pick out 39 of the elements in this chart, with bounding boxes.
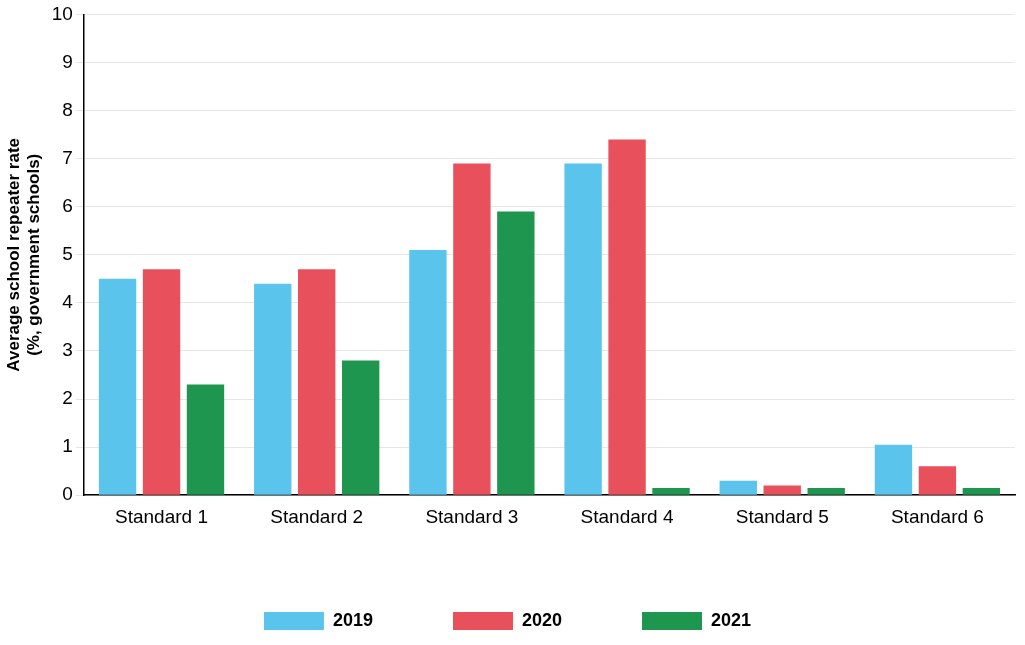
y-tick-label: 3 <box>62 339 73 361</box>
x-tick-label: Standard 5 <box>735 505 829 527</box>
bar <box>874 444 913 495</box>
y-tick-label: 7 <box>62 146 73 168</box>
x-tick-label: Standard 2 <box>270 505 364 527</box>
bar <box>186 384 225 495</box>
bar <box>254 283 292 495</box>
bar <box>98 278 137 495</box>
bar <box>497 211 535 495</box>
bar <box>409 249 447 495</box>
legend-label: 2020 <box>521 609 563 630</box>
bar <box>453 163 491 495</box>
legend-label: 2019 <box>332 609 373 630</box>
y-tick-label: 10 <box>51 2 73 24</box>
y-tick-label: 6 <box>62 194 73 216</box>
bar <box>142 269 181 495</box>
bar <box>608 139 646 495</box>
legend-label: 2021 <box>711 609 752 630</box>
bar <box>807 487 845 495</box>
bar <box>298 269 336 495</box>
y-tick-label: 1 <box>62 435 73 457</box>
x-tick-label: Standard 6 <box>890 505 984 527</box>
x-tick-label: Standard 3 <box>425 505 519 527</box>
bar <box>918 466 957 495</box>
bar <box>962 487 1001 495</box>
bar <box>763 485 801 495</box>
x-tick-label: Standard 1 <box>115 505 209 527</box>
y-tick-label: 0 <box>62 483 73 505</box>
bar <box>341 360 380 495</box>
y-tick-label: 9 <box>62 50 73 72</box>
y-tick-label: 4 <box>62 291 74 313</box>
x-tick-label: Standard 4 <box>580 505 674 527</box>
bar <box>564 163 602 495</box>
bar <box>652 487 690 495</box>
y-tick-label: 8 <box>62 98 73 120</box>
y-axis-title: Average school repeater rate (%, government schools) <box>3 137 44 372</box>
y-tick-label: 5 <box>62 243 73 265</box>
bar <box>719 480 757 495</box>
y-tick-label: 2 <box>62 387 73 409</box>
